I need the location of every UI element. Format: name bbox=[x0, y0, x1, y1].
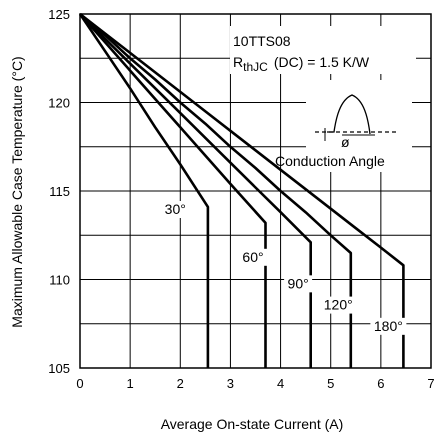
angle-label-bg bbox=[161, 201, 190, 219]
x-tick-label: 5 bbox=[327, 376, 334, 391]
annotation-background bbox=[230, 26, 416, 74]
y-tick-label: 110 bbox=[49, 273, 70, 288]
plot-frame bbox=[79, 13, 432, 369]
x-tick-label: 3 bbox=[227, 376, 234, 391]
conduction-angle-inset: ø Conduction Angle bbox=[275, 80, 412, 172]
angle-label-bg bbox=[238, 248, 267, 266]
series-line bbox=[79, 13, 267, 368]
x-tick-label: 2 bbox=[177, 376, 184, 391]
angle-label: 60° bbox=[242, 249, 263, 265]
series-lines bbox=[78, 12, 405, 368]
x-tick-label: 6 bbox=[377, 376, 384, 391]
inset-phi: ø bbox=[341, 134, 350, 150]
rth-main: R bbox=[233, 54, 243, 70]
inset-background bbox=[306, 80, 412, 172]
y-axis-label: Maximum Allowable Case Temperature (°C) bbox=[9, 56, 25, 327]
inset-waveform bbox=[327, 94, 371, 135]
inset-label: Conduction Angle bbox=[275, 153, 385, 169]
series-line bbox=[79, 13, 353, 368]
angle-label-bg bbox=[284, 275, 313, 293]
angle-label-bg bbox=[320, 296, 357, 314]
tick-labels: 0 1 2 3 4 5 6 7 105 110 115 120 125 bbox=[48, 7, 434, 391]
annotation-box: 10TTS08 RthJC (DC) = 1.5 K/W bbox=[230, 26, 416, 74]
x-tick-label: 1 bbox=[127, 376, 134, 391]
angle-label: 120° bbox=[324, 297, 353, 313]
x-tick-label: 7 bbox=[427, 376, 434, 391]
series-line bbox=[79, 12, 405, 368]
x-axis-label: Average On-state Current (A) bbox=[161, 416, 344, 432]
y-tick-label: 120 bbox=[48, 96, 70, 111]
rth-rest: (DC) = 1.5 K/W bbox=[274, 54, 370, 70]
series-line bbox=[78, 13, 210, 368]
y-tick-label: 125 bbox=[48, 7, 70, 22]
rth-label: RthJC (DC) = 1.5 K/W bbox=[233, 54, 370, 74]
angle-label-bg bbox=[370, 317, 407, 335]
angle-labels: 30° 60° 90° 120° 180° bbox=[161, 201, 407, 335]
y-tick-label: 105 bbox=[48, 361, 70, 376]
x-tick-label: 4 bbox=[277, 376, 284, 391]
y-tick-label: 115 bbox=[49, 184, 70, 199]
rth-sub: thJC bbox=[243, 60, 268, 74]
x-tick-label: 0 bbox=[76, 376, 83, 391]
series-line bbox=[79, 13, 313, 368]
angle-label: 30° bbox=[165, 201, 186, 217]
angle-label: 180° bbox=[374, 318, 403, 334]
device-label: 10TTS08 bbox=[233, 33, 291, 49]
angle-label: 90° bbox=[288, 275, 309, 291]
